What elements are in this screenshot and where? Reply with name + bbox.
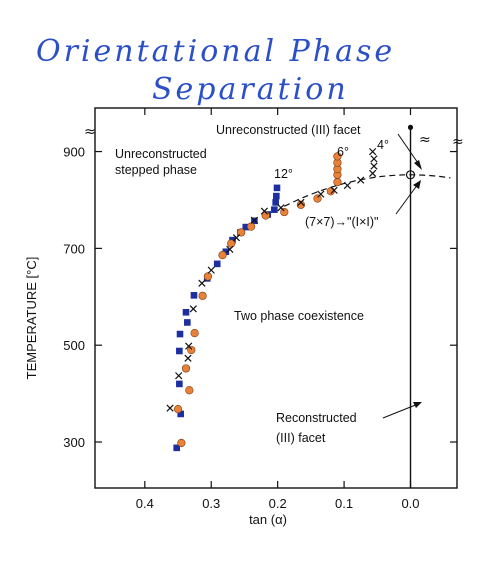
square-point [176,347,183,355]
square-point [190,292,198,299]
axis-break-left: ≈ [84,124,96,140]
y-tick-label: 700 [63,241,85,256]
cross-point [185,342,193,350]
square-point [182,308,190,316]
circle-point [203,272,213,281]
y-tick-label: 900 [63,145,85,160]
annotation-angle-6: 6° [337,145,349,159]
arrow-facet-top-head [414,160,422,170]
circle-point [246,222,256,231]
circle-point [187,345,196,355]
circle-point [185,386,194,395]
square-point [273,184,281,192]
square-point [184,319,191,326]
annotation-reconstructed-line1: Reconstructed [276,411,357,425]
facet-top-dot [407,124,414,130]
x-axis-label: tan (α) [249,512,287,527]
circle-point [198,291,207,300]
x-tick-label: 0.3 [202,496,220,511]
x-tick-label: 0.4 [136,496,154,511]
annotation-transition: (7×7)→"(I×I)" [305,215,378,229]
cross-point [184,354,192,362]
annotation-coexistence: Two phase coexistence [234,309,364,323]
cross-point [250,216,259,224]
cross-point [369,147,377,156]
annotation-reconstructed-line2: (III) facet [276,431,326,445]
circle-point [218,251,227,260]
cross-point [369,169,377,177]
annotation-stepped-line1: Unreconstructed [115,147,207,161]
cross-point [297,198,305,207]
square-point [271,206,278,213]
cross-point [317,190,325,198]
cross-point [330,186,338,194]
cross-point [277,204,285,212]
cross-point [175,372,183,380]
cross-point [189,305,197,313]
square-point [242,223,250,231]
circle-point [181,364,191,373]
annotation-unreconstructed-facet: Unreconstructed (III) facet [216,123,361,137]
annotation-angle-4: 4° [377,138,389,152]
arrow-transition-head [413,180,421,189]
arrow-reconstructed-head [413,402,422,408]
arrow-transition [395,183,419,215]
square-point [173,444,180,452]
square-point [213,260,221,268]
axis-break-zero: ≈ [419,132,431,148]
square-point [272,199,279,206]
cross-point [232,234,241,242]
square-point [273,192,280,200]
circle-point [333,152,342,161]
square-point [176,330,184,338]
phase-boundary-curve [284,174,451,207]
y-tick-label: 500 [63,338,85,353]
arrow-reconstructed [382,403,419,419]
arrow-facet-top [397,133,421,167]
circle-point [296,200,306,209]
axis-break-right: ≈ [452,134,464,150]
annotation-stepped-line2: stepped phase [115,163,197,177]
cross-point [343,181,352,190]
y-tick-label: 300 [63,435,85,450]
cross-point [226,245,234,253]
circle-point [190,328,199,338]
annotation-angle-12: 12° [274,167,293,181]
circle-point [173,404,183,414]
circle-point [313,194,322,203]
circle-point [280,207,289,217]
handwritten-title-line1: Orientational Phase [36,34,396,69]
data-points-layer [166,147,378,452]
y-axis-label: TEMPERATURE [°C] [24,257,39,380]
cross-point [198,279,206,287]
x-tick-label: 0.1 [335,496,353,511]
square-point [177,410,184,418]
cross-point [260,207,269,215]
plot-frame [94,107,458,489]
square-point [176,380,183,388]
cross-point [357,176,365,184]
x-tick-label: 0.0 [401,496,419,511]
handwritten-title-line2: Separation [152,72,349,107]
cross-point [370,162,378,170]
x-tick-label: 0.2 [269,496,287,511]
circle-point [177,438,186,448]
cross-point [166,404,174,412]
circle-point [333,177,342,187]
cross-point [370,155,378,163]
square-point [222,248,230,256]
cross-point [207,266,215,274]
